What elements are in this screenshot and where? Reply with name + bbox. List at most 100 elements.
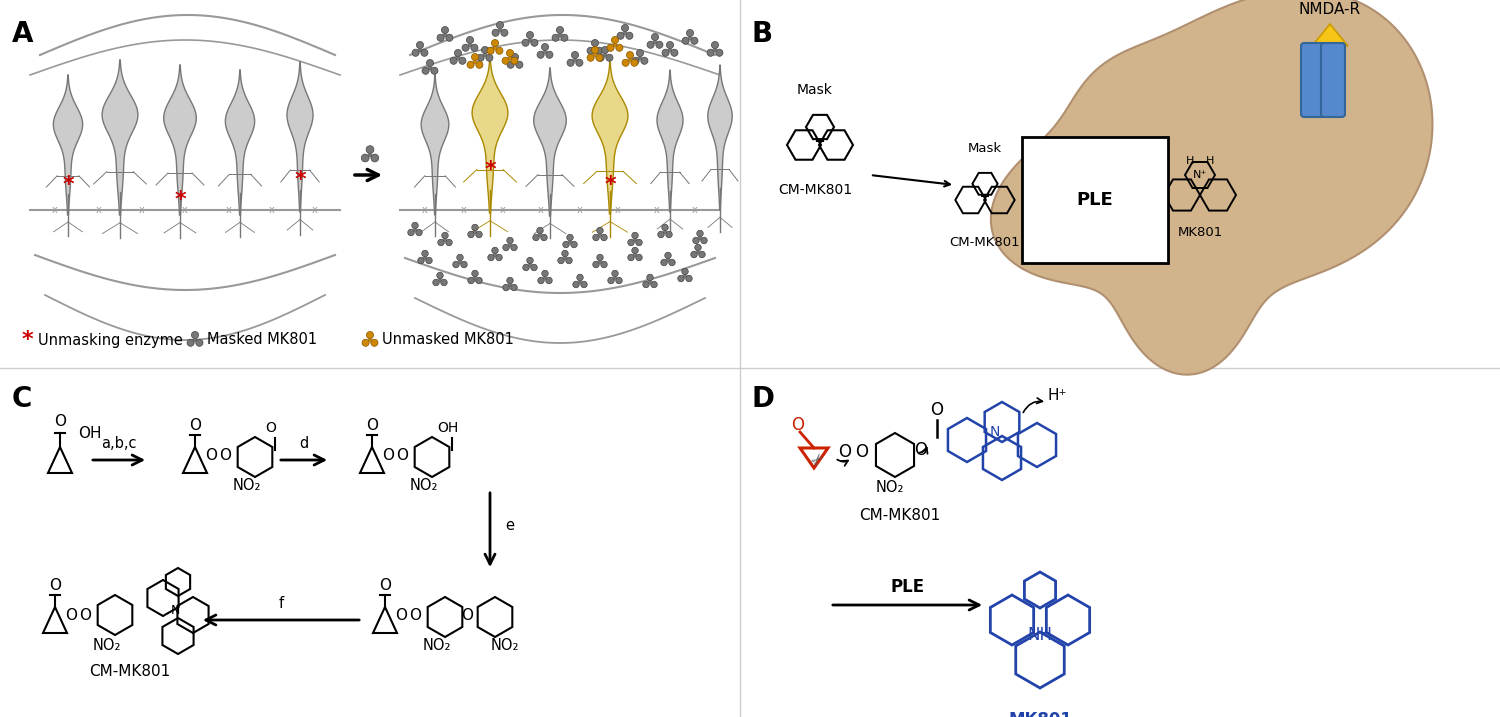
- Circle shape: [678, 275, 684, 282]
- Circle shape: [639, 57, 642, 60]
- Text: O: O: [396, 447, 408, 462]
- Text: NO₂: NO₂: [93, 637, 122, 652]
- Circle shape: [626, 32, 633, 39]
- Text: H: H: [1186, 156, 1194, 166]
- Circle shape: [688, 37, 692, 39]
- Text: x: x: [615, 205, 621, 215]
- Circle shape: [496, 22, 504, 29]
- Text: B: B: [752, 20, 772, 48]
- FancyBboxPatch shape: [1300, 43, 1324, 117]
- Circle shape: [532, 234, 540, 241]
- Circle shape: [531, 39, 538, 47]
- Circle shape: [462, 44, 470, 52]
- Circle shape: [711, 42, 718, 49]
- Circle shape: [690, 251, 698, 257]
- Text: *: *: [174, 190, 186, 210]
- Text: MK801: MK801: [1008, 711, 1072, 717]
- Circle shape: [542, 44, 549, 51]
- Circle shape: [576, 274, 584, 281]
- Text: Mask: Mask: [968, 141, 1002, 154]
- Circle shape: [471, 44, 478, 52]
- Circle shape: [494, 254, 496, 257]
- Text: PLE: PLE: [1077, 191, 1113, 209]
- Circle shape: [573, 58, 576, 62]
- Circle shape: [651, 281, 657, 288]
- Text: CM-MK801: CM-MK801: [950, 235, 1020, 249]
- Circle shape: [366, 146, 374, 153]
- Text: O: O: [266, 421, 276, 435]
- Circle shape: [543, 277, 546, 280]
- Circle shape: [600, 234, 608, 241]
- Circle shape: [692, 37, 698, 44]
- Circle shape: [687, 29, 693, 37]
- Circle shape: [488, 255, 495, 261]
- Circle shape: [450, 57, 458, 65]
- Circle shape: [542, 270, 549, 277]
- Circle shape: [466, 37, 474, 44]
- Circle shape: [429, 67, 432, 70]
- Circle shape: [459, 260, 462, 264]
- Circle shape: [417, 257, 424, 264]
- Circle shape: [492, 29, 500, 37]
- Text: N⁺: N⁺: [1192, 170, 1208, 180]
- Circle shape: [369, 338, 372, 341]
- Circle shape: [566, 257, 573, 264]
- Circle shape: [417, 42, 423, 49]
- Circle shape: [597, 227, 603, 234]
- Circle shape: [370, 339, 378, 346]
- Circle shape: [627, 255, 634, 261]
- Circle shape: [512, 57, 518, 65]
- Circle shape: [503, 284, 509, 291]
- Circle shape: [366, 331, 374, 338]
- Circle shape: [426, 257, 432, 264]
- Circle shape: [696, 250, 699, 254]
- Circle shape: [633, 239, 636, 242]
- Text: H⁺: H⁺: [1047, 387, 1066, 402]
- Circle shape: [624, 32, 627, 34]
- Circle shape: [492, 247, 498, 254]
- Circle shape: [570, 241, 578, 248]
- Circle shape: [586, 54, 594, 62]
- Circle shape: [663, 230, 666, 234]
- FancyBboxPatch shape: [1322, 43, 1346, 117]
- Circle shape: [546, 51, 554, 58]
- Text: NO₂: NO₂: [232, 478, 261, 493]
- Circle shape: [370, 154, 378, 162]
- Circle shape: [516, 61, 524, 68]
- Polygon shape: [592, 62, 628, 214]
- Text: *: *: [294, 170, 306, 190]
- Circle shape: [662, 49, 669, 57]
- Circle shape: [597, 54, 604, 62]
- Circle shape: [693, 237, 699, 244]
- Circle shape: [700, 237, 708, 244]
- Circle shape: [682, 37, 688, 44]
- Text: Masked MK801: Masked MK801: [207, 333, 316, 348]
- Circle shape: [666, 42, 674, 49]
- Circle shape: [576, 60, 584, 67]
- Circle shape: [411, 222, 419, 229]
- Text: x: x: [96, 205, 100, 215]
- Circle shape: [552, 34, 560, 42]
- Circle shape: [192, 331, 198, 338]
- Circle shape: [509, 244, 512, 247]
- Circle shape: [699, 251, 705, 257]
- Circle shape: [656, 41, 663, 48]
- Circle shape: [669, 48, 672, 52]
- Text: NH: NH: [1028, 626, 1053, 644]
- Circle shape: [614, 277, 616, 280]
- Circle shape: [496, 47, 502, 54]
- Circle shape: [494, 47, 496, 49]
- Circle shape: [468, 232, 474, 238]
- Circle shape: [476, 61, 483, 68]
- Circle shape: [594, 53, 597, 57]
- Circle shape: [636, 49, 644, 57]
- Text: x: x: [182, 205, 188, 215]
- Circle shape: [628, 58, 632, 62]
- Circle shape: [598, 234, 602, 237]
- Text: O: O: [792, 416, 804, 434]
- Circle shape: [522, 39, 530, 47]
- Circle shape: [509, 283, 512, 287]
- Circle shape: [468, 43, 471, 47]
- Circle shape: [430, 67, 438, 75]
- Text: O: O: [50, 577, 62, 592]
